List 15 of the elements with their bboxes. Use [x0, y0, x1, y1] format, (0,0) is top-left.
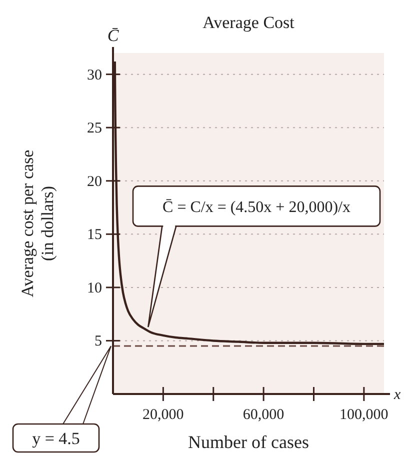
y-tick-label: 30 [87, 67, 102, 84]
y-axis-title: Average cost per case (in dollars) [18, 150, 57, 298]
annotation: C̄ = C/x = (4.50x + 20,000)/x [162, 199, 350, 216]
ref-line-label: y = 4.5 [32, 429, 80, 448]
y-tick-label: 25 [87, 120, 102, 137]
chart-title: Average Cost [202, 13, 295, 32]
y-tick-label: 20 [87, 174, 102, 190]
x-tick-label: 20,000 [142, 407, 184, 423]
x-axis-title: Number of cases [188, 432, 309, 452]
y-tick-label: 10 [87, 280, 102, 296]
text: C̄ [107, 26, 120, 45]
y-tick-label: 15 [87, 227, 102, 244]
x-tick-label: 60,000 [242, 407, 284, 423]
text: x [393, 387, 401, 403]
x-tick-label: 100,000 [340, 407, 388, 423]
